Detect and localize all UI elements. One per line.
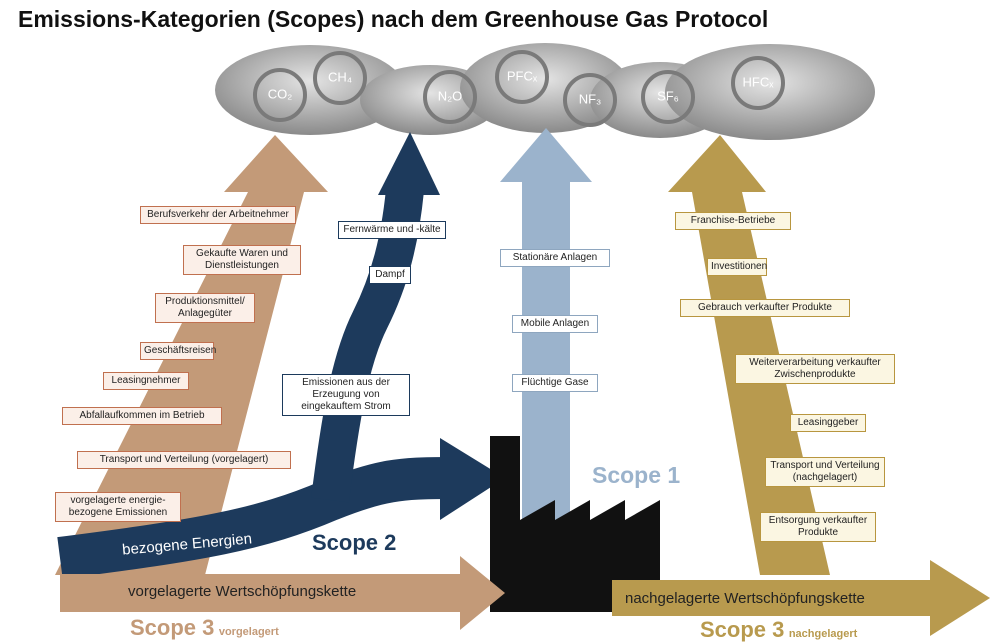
category-box: Dampf xyxy=(369,266,411,284)
scope-qualifier: vorgelagert xyxy=(219,626,279,638)
gas-label: CO₂ xyxy=(268,86,293,101)
category-box: Franchise-Betriebe xyxy=(675,212,791,230)
category-box: Emissionen aus der Erzeugung von eingeka… xyxy=(282,374,410,416)
category-box: Stationäre Anlagen xyxy=(500,249,610,267)
category-box: Geschäftsreisen xyxy=(140,342,214,360)
scope-label: Scope 2 xyxy=(312,530,396,556)
category-box: Mobile Anlagen xyxy=(512,315,598,333)
category-box: Investitionen xyxy=(707,258,767,276)
scope-label: Scope 1 xyxy=(592,462,680,489)
title: Emissions-Kategorien (Scopes) nach dem G… xyxy=(18,6,768,33)
scope-name: Scope 3 xyxy=(700,617,784,642)
gas-label: NF₃ xyxy=(579,91,602,106)
category-box: Leasingnehmer xyxy=(103,372,189,390)
gas-label: CH₄ xyxy=(328,69,352,84)
category-box: vorgelagerte energie-bezogene Emissionen xyxy=(55,492,181,522)
category-box: Transport und Verteilung (vorgelagert) xyxy=(77,451,291,469)
gas-label: HFCₓ xyxy=(743,74,775,89)
scope-label: Scope 3 nachgelagert xyxy=(700,617,857,642)
gas-label: N₂O xyxy=(438,88,463,103)
category-box: Entsorgung verkaufter Produkte xyxy=(760,512,876,542)
scope-name: Scope 3 xyxy=(130,615,214,640)
cloud xyxy=(215,43,875,140)
scope1-arrow xyxy=(522,180,570,540)
category-box: Berufsverkehr der Arbeitnehmer xyxy=(140,206,296,224)
gas-label: SF₆ xyxy=(657,88,679,103)
category-box: Abfallaufkommen im Betrieb xyxy=(62,407,222,425)
diagram: CO₂ CH₄ N₂O PFCₓ NF₃ SF₆ HFCₓ Emissions-Katego… xyxy=(0,0,993,642)
scope1-arrow-head xyxy=(500,128,592,182)
chain-label: nachgelagerte Wertschöpfungskette xyxy=(625,590,865,607)
category-box: Leasinggeber xyxy=(790,414,866,432)
category-box: Gekaufte Waren und Dienstleistungen xyxy=(183,245,301,275)
scope-label: Scope 3 vorgelagert xyxy=(130,615,279,641)
chain-label: vorgelagerte Wertschöpfungskette xyxy=(128,583,356,600)
category-box: Flüchtige Gase xyxy=(512,374,598,392)
gas-label: PFCₓ xyxy=(507,68,538,83)
category-box: Produktionsmittel/ Anlagegüter xyxy=(155,293,255,323)
scope-qualifier: nachgelagert xyxy=(789,628,857,640)
category-box: Gebrauch verkaufter Produkte xyxy=(680,299,850,317)
scope2-arrow-head xyxy=(378,132,440,195)
downstream-chain-arrow-head xyxy=(930,560,990,636)
category-box: Weiterverarbeitung verkaufter Zwischenpr… xyxy=(735,354,895,384)
category-box: Transport und Verteilung (nachgelagert) xyxy=(765,457,885,487)
category-box: Fernwärme und -kälte xyxy=(338,221,446,239)
